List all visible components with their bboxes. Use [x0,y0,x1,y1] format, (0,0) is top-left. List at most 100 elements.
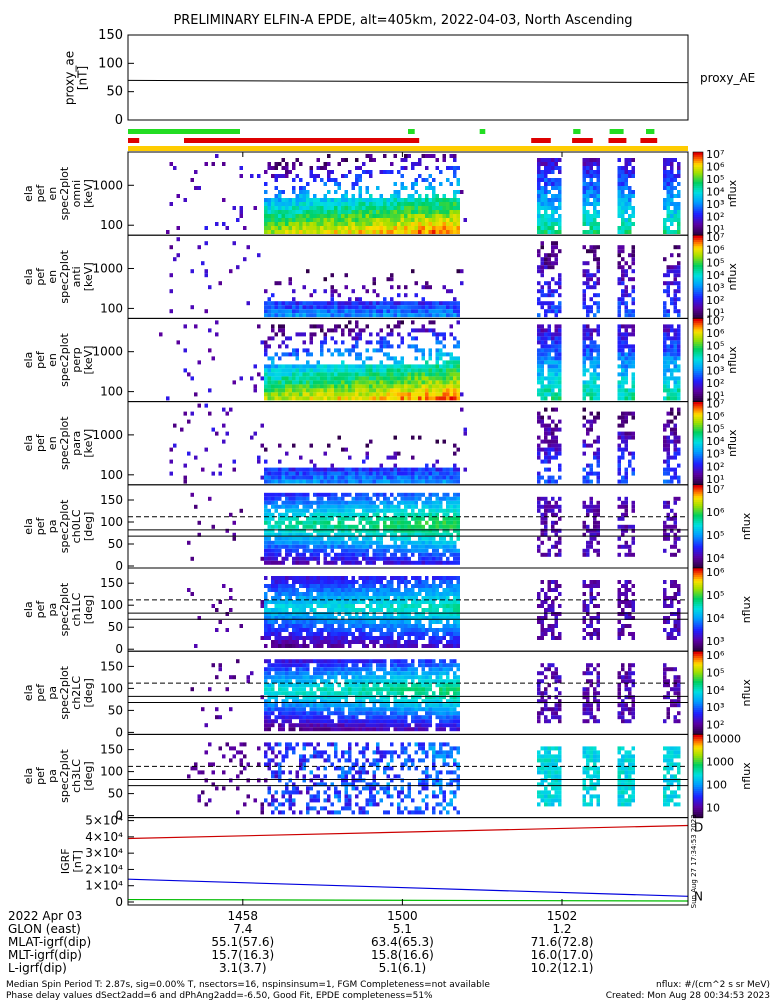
spec-cell [302,384,306,389]
pa-cell [341,592,345,596]
spec-cell [453,206,457,210]
pa-cell [337,640,341,644]
pa-cell [327,628,331,632]
pa-cell [274,520,278,525]
spec-cell [351,471,355,476]
spec-cell [631,313,635,318]
spec-cell [327,372,331,377]
pa-cell [414,512,418,517]
spec-cell [344,324,348,329]
spec-cell [593,158,597,162]
spec-cell [666,285,670,290]
spec-cell [414,293,418,298]
spec-cell [442,471,446,476]
pa-cell [432,548,436,553]
spec-cell [302,475,306,480]
pa-cell [309,552,313,557]
spec-cell [551,419,555,424]
pa-cell [288,544,292,549]
pa-cell [306,624,310,628]
pa-cell [369,524,373,529]
spec-cell [271,313,275,318]
spec-cell [411,344,415,349]
pa-cell [404,536,408,541]
spec-cell [278,214,282,218]
pa-cell [309,604,313,608]
pa-cell [285,624,289,628]
spec-cell [554,435,558,440]
pa-panel-0-colorbar-color-step [693,513,703,517]
spec-cell [624,328,628,333]
spec-cell [393,364,397,369]
spec-cell [320,214,324,218]
spec-cell [369,313,373,318]
pa-cell [386,508,390,513]
spec-cell [551,218,555,222]
spec-cell [554,230,558,234]
pa-cell [337,592,341,596]
spec-cell [404,479,408,484]
pa-cell [544,508,548,513]
pa-cell [316,632,320,636]
spec-cell [673,384,677,389]
pa-panel-0-colorbar-color-step [693,532,703,536]
spec-cell [390,277,394,282]
spec-cell [414,198,418,202]
spec-cell [313,202,317,206]
spec-cell [306,384,310,389]
spec-cell [442,285,446,290]
spec-cell [558,222,562,226]
spec-cell [323,332,327,337]
pa-cell [596,540,600,545]
spec-cell [386,206,390,210]
pa-cell [372,528,376,533]
pa-cell [547,552,551,557]
spec-cell [439,467,443,472]
pa-cell [337,528,341,533]
spec-cell [316,467,320,472]
spec-cell [264,202,268,206]
spec-cell [670,281,674,286]
pa-cell [327,596,331,600]
spec-cell [425,372,429,377]
spec-cell [169,273,173,278]
spec-cell [327,471,331,476]
pa-cell [617,496,621,501]
pa-cell [281,636,285,640]
spec-cell [295,218,299,222]
spec-cell [404,305,408,310]
spec-cell [624,198,628,202]
spec-cell [323,162,327,166]
spec-cell [449,368,453,373]
spec-cell [554,443,558,448]
pa-cell [288,612,292,616]
spec-cell [306,348,310,353]
spec-cell [593,253,597,258]
pa-cell [274,600,278,604]
pa-cell [390,536,394,541]
spec-cell [407,376,411,381]
spec-cell [292,289,296,294]
spec-panel-0-colorbar-color-step [693,187,703,191]
pa-cell [320,628,324,632]
spec-cell [288,352,292,357]
pa-cell [288,532,292,537]
spec-cell [537,451,541,456]
spec-cell [558,206,562,210]
spec-cell [547,178,551,182]
spec-cell [407,309,411,314]
spec-cell [320,198,324,202]
spec-cell [554,356,558,361]
spec-cell [264,313,268,318]
pa-cell [313,552,317,557]
spec-cell [285,206,289,210]
pa-cell [295,596,299,600]
spec-cell [666,368,670,373]
spec-cell [169,459,173,464]
spec-cell [351,368,355,373]
pa-cell [267,624,271,628]
pa-cell [285,536,289,541]
spec-cell [383,392,387,397]
spec-cell [663,257,667,262]
spec-cell [355,210,359,214]
